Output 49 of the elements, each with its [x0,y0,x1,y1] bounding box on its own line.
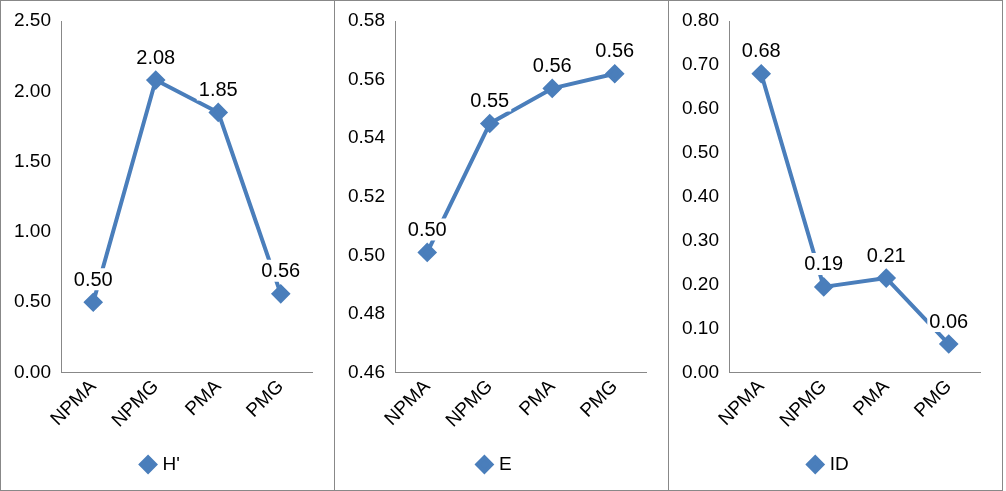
data-label: 1.85 [198,77,238,100]
y-tick-label: 0.54 [348,126,386,148]
data-label: 0.50 [73,267,113,290]
point [209,103,228,122]
y-tick-label: 0.48 [348,302,385,324]
y-tick-label: 0.80 [682,9,719,31]
point [480,114,499,133]
y-tick-label: 0.00 [682,360,719,382]
point [877,269,896,288]
y-tick-label: 0.56 [348,67,385,89]
legend-label: E [498,452,512,474]
data-label: 0.21 [866,243,906,266]
data-label: 0.68 [741,39,781,62]
point [605,64,624,83]
y-tick-label: 0.40 [682,185,719,207]
y-tick-label: 0.20 [682,272,719,294]
legend-label: H' [162,452,180,474]
data-label: 2.08 [136,45,176,68]
y-tick-label: 0.70 [682,53,719,75]
data-label: 0.06 [929,309,969,332]
y-tick-label: 0.00 [14,360,51,382]
y-tick-label: 2.00 [14,79,51,101]
point [271,284,290,303]
data-label: 0.50 [407,217,447,240]
y-tick-label: 0.46 [348,360,385,382]
point [814,277,833,296]
data-label: 0.55 [470,89,510,112]
y-tick-label: 1.00 [14,220,51,242]
data-label: 0.56 [532,53,572,76]
legend-label: ID [829,452,849,474]
y-tick-label: 0.50 [14,290,51,312]
data-label: 0.56 [595,39,635,62]
point [84,293,103,312]
point [543,79,562,98]
y-tick-label: 0.52 [348,185,385,207]
y-tick-label: 1.50 [14,149,51,171]
y-tick-label: 0.58 [348,9,385,31]
point [939,335,958,354]
y-tick-label: 0.60 [682,97,719,119]
data-label: 0.56 [261,259,301,282]
point [418,243,437,262]
point [752,64,771,83]
y-tick-label: 0.30 [682,228,719,250]
data-label: 0.19 [804,252,844,275]
y-tick-label: 0.50 [348,243,385,265]
y-tick-label: 0.50 [682,141,719,163]
y-tick-label: 2.50 [14,9,51,31]
y-tick-label: 0.10 [682,316,719,338]
point [146,71,165,90]
